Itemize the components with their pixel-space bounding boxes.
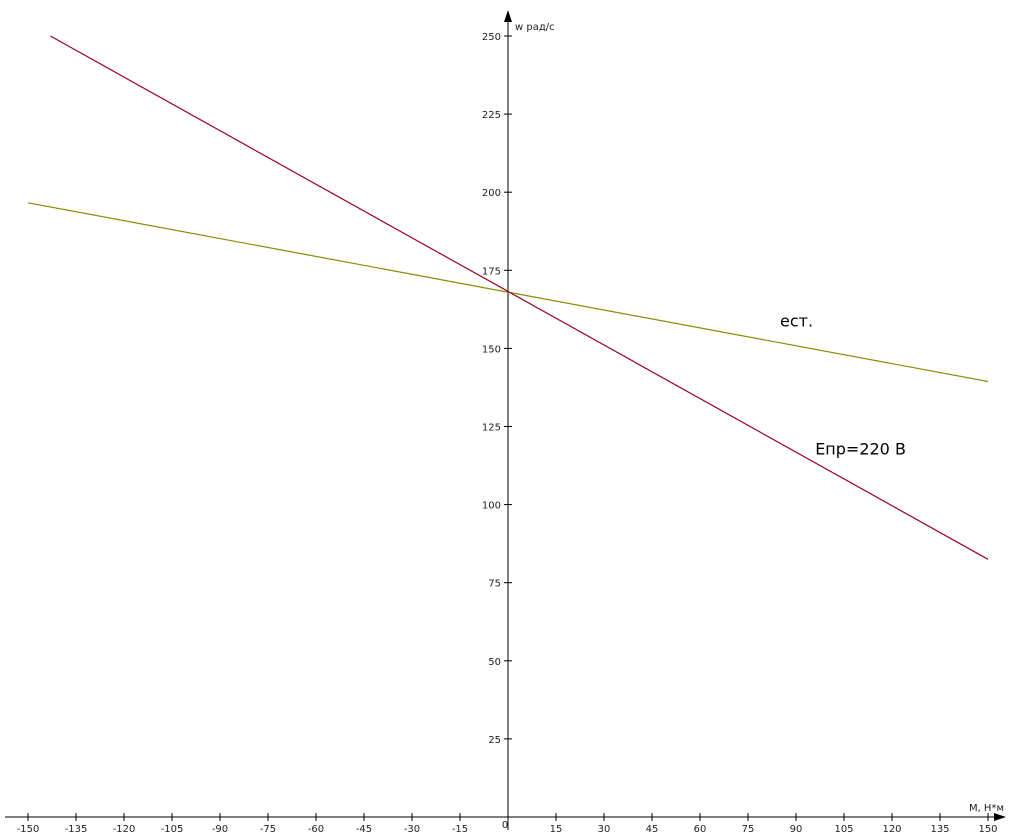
series-line-0: [27, 202, 989, 383]
x-tick-label: -120: [113, 824, 136, 835]
origin-label: 0: [502, 820, 508, 831]
x-tick-label: 90: [790, 824, 803, 835]
x-tick-label: -150: [17, 824, 40, 835]
x-tick-label: 120: [882, 824, 901, 835]
x-tick-label: 150: [978, 824, 997, 835]
x-tick-label: -60: [308, 824, 324, 835]
y-tick-label: 250: [482, 32, 501, 43]
x-tick-label: -15: [452, 824, 468, 835]
y-axis-title: w рад/с: [515, 22, 555, 33]
y-axis: 25 50 75 100 125 150 175 200 225 250: [482, 10, 512, 830]
x-tick-label: 105: [834, 824, 853, 835]
x-tick-label: 15: [550, 824, 563, 835]
x-tick-label: 60: [694, 824, 707, 835]
y-tick-label: 225: [482, 110, 501, 121]
series-lines: [27, 35, 989, 560]
x-tick-label: -75: [260, 824, 276, 835]
y-tick-label: 200: [482, 188, 501, 199]
x-tick-label: -45: [356, 824, 372, 835]
y-tick-label: 25: [488, 735, 501, 746]
series-line-1: [50, 35, 989, 560]
y-tick-label: 100: [482, 501, 501, 512]
y-tick-label: 125: [482, 423, 501, 434]
x-tick-label: -30: [404, 824, 420, 835]
series-label-epr: Епр=220 В: [815, 440, 906, 459]
x-axis: -150 -135 -120 -105 -90 -75 -60 -45 -30 -15 15 30 45…: [5, 813, 1006, 835]
x-tick-label: -90: [212, 824, 228, 835]
x-tick-label: 45: [646, 824, 659, 835]
y-tick-label: 175: [482, 266, 501, 277]
y-axis-arrow: [504, 10, 512, 22]
x-axis-arrow: [994, 813, 1006, 821]
x-tick-label: 30: [598, 824, 611, 835]
x-tick-label: 75: [742, 824, 755, 835]
x-tick-label: -135: [65, 824, 88, 835]
y-tick-label: 150: [482, 344, 501, 355]
series-label-est: ест.: [780, 312, 813, 331]
y-tick-label: 50: [488, 657, 501, 668]
y-tick-label: 75: [488, 579, 501, 590]
x-axis-title: M, Н*м: [969, 803, 1004, 814]
x-tick-label: 135: [930, 824, 949, 835]
x-tick-label: -105: [161, 824, 184, 835]
